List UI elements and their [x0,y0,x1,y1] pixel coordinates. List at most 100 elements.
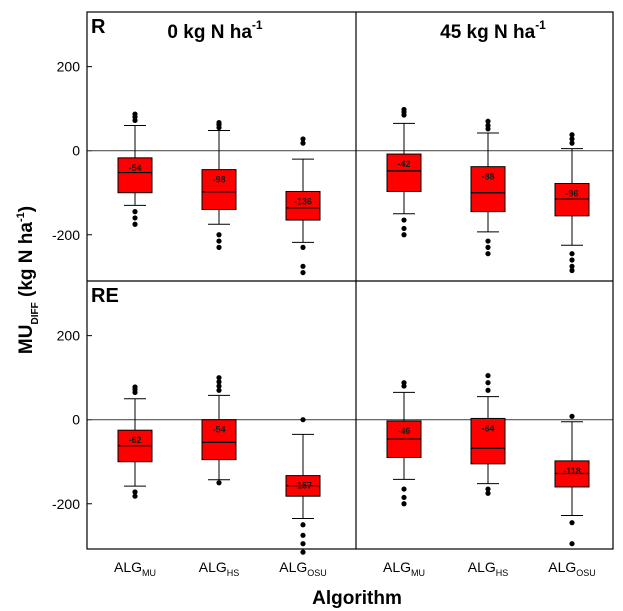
row-label-r: R [91,16,106,38]
outlier-point [300,136,306,142]
outlier-point [569,413,575,419]
outlier-point [216,244,222,250]
column-title-0: 0 kg N ha-1 [167,18,262,43]
outlier-point [132,384,138,390]
outlier-point [485,238,491,244]
outlier-point [216,375,222,381]
outlier-point [485,486,491,492]
outlier-point [569,520,575,526]
outlier-point [132,111,138,117]
outlier-point [300,541,306,547]
outlier-point [485,118,491,124]
box-minus-157: -157 [285,417,321,555]
outlier-point [300,140,306,146]
x-axis-title: Algorithm [312,588,402,609]
outlier-point [401,494,407,501]
row-label-re: RE [91,285,119,307]
outlier-point [569,267,575,274]
box-body [201,169,237,211]
outlier-point [216,232,222,238]
outlier-point [300,417,306,423]
box-median-label: -88 [481,172,494,182]
box-minus-42: -42 [386,106,422,238]
outlier-point [569,263,575,269]
box-minus-54: -54 [117,111,153,227]
box-body [386,153,422,192]
x-tick-label: ALGHS [199,559,240,578]
outlier-point [401,217,407,223]
box-median-label: -46 [397,426,410,436]
box-minus-96: -96 [554,132,590,274]
outlier-point [401,380,407,386]
box-median-label: -98 [212,175,225,185]
outlier-point [401,232,407,238]
box-minus-46: -46 [386,380,422,507]
outlier-point [401,486,407,492]
outlier-point [485,490,491,496]
outlier-point [569,541,575,547]
outlier-point [132,221,138,227]
outlier-point [569,136,575,142]
box-median-label: -42 [397,159,410,169]
x-tick-label: ALGMU [383,559,425,578]
x-tick-label: ALGHS [468,559,509,578]
column-title-1: 45 kg N ha-1 [440,18,546,43]
outlier-point [132,489,138,495]
box-minus-136: -136 [285,136,321,276]
outlier-point [300,244,306,250]
box-body [554,182,590,217]
outlier-point [300,263,306,269]
box-body [470,166,506,213]
outlier-point [485,372,491,379]
box-minus-64: -64 [470,372,506,496]
y-tick-label: 0 [72,143,80,159]
box-median-label: -62 [128,435,141,445]
outlier-point [132,493,138,499]
outlier-point [132,215,138,221]
box-median-label: -118 [563,466,581,476]
box-body [285,190,321,221]
outlier-point [401,106,407,113]
outlier-point [300,532,306,538]
outlier-point [569,140,575,146]
outlier-point [569,257,575,263]
outlier-point [485,122,491,129]
y-tick-label: 200 [57,328,81,344]
y-tick-label: -200 [52,496,80,512]
box-minus-88: -88 [470,118,506,257]
box-median-label: -54 [212,425,225,435]
box-minus-54: -54 [201,375,237,486]
outlier-point [485,387,491,393]
outlier-point [569,251,575,257]
x-tick-label: ALGMU [114,559,156,578]
box-body [470,417,506,465]
plot-area: -54 -98 -136 -42 -88 -96 -62 -54 -157 -46 -64 -118 [87,66,613,555]
outlier-point [300,269,306,276]
outlier-point [485,380,491,386]
outlier-point [300,522,306,528]
outlier-point [300,549,306,555]
y-tick-label: 200 [57,59,81,75]
outlier-point [216,238,222,244]
box-median-label: -96 [565,188,578,198]
box-median-label: -54 [128,163,141,173]
y-tick-label: -200 [52,227,80,243]
outlier-point [216,119,222,126]
box-minus-62: -62 [117,384,153,499]
outlier-point [485,251,491,257]
box-body [117,157,153,194]
outlier-point [216,480,222,486]
outlier-point [216,383,222,389]
outlier-point [401,501,407,507]
box-minus-118: -118 [554,413,590,547]
y-axis-title: MUDIFF (kg N ha-1) [15,206,41,354]
outlier-point [132,209,138,215]
box-median-label: -157 [294,481,312,491]
outlier-point [401,225,407,232]
y-tick-label: 0 [72,412,80,428]
box-median-label: -136 [294,196,312,206]
box-body [201,419,237,461]
outlier-point [485,244,491,250]
